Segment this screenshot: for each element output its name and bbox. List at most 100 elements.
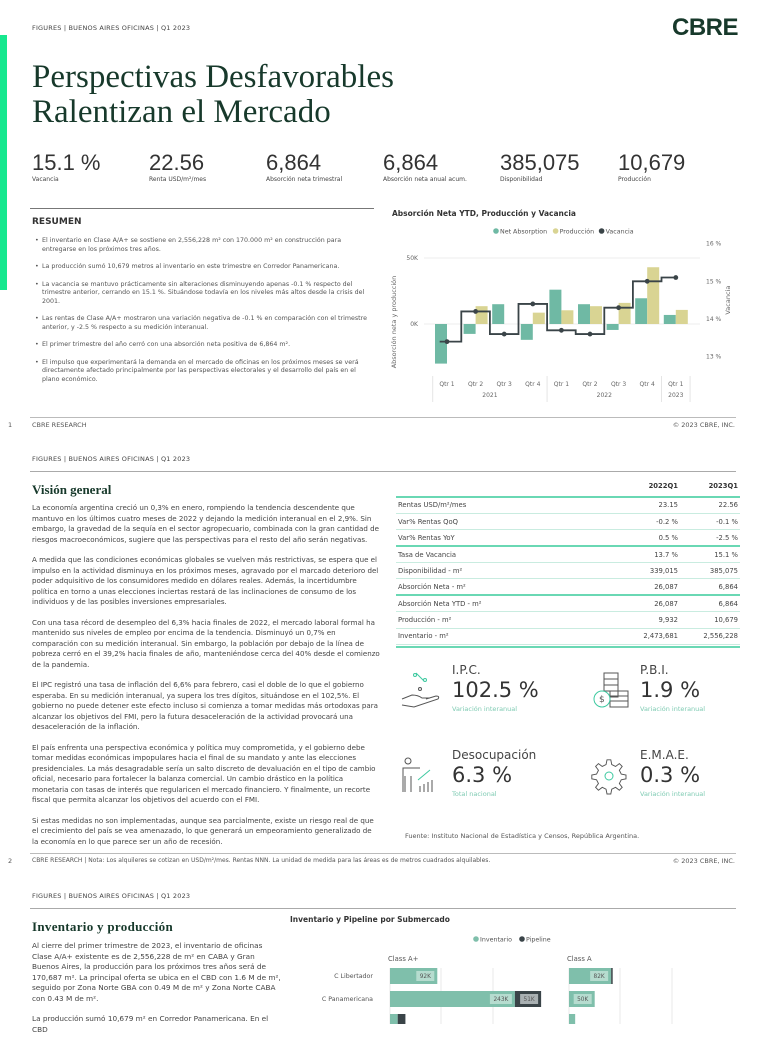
net-absorption-bar — [463, 324, 476, 334]
source-note: Fuente: Instituto Nacional de Estadístic… — [405, 832, 640, 840]
overview-text: La economía argentina creció un 0,3% en … — [32, 503, 380, 857]
legend-swatch — [473, 936, 479, 942]
column-header — [396, 476, 595, 498]
data-label-bg — [489, 994, 512, 1004]
stat-value: 22.56 — [149, 150, 205, 175]
data-label-bg — [520, 994, 539, 1004]
legend-label: Pipeline — [526, 937, 551, 944]
table-cell: 10,679 — [680, 611, 740, 629]
page-header: FIGURES | BUENOS AIRES OFICINAS | Q1 202… — [32, 455, 191, 463]
indicator-card: I.P.C. 102.5 % Variación interanual — [400, 663, 580, 733]
paragraph: Al cierre del primer trimestre de 2023, … — [32, 941, 281, 1003]
x-tick-label: Qtr 4 — [525, 381, 540, 388]
chart2-title: Inventario y Pipeline por Submercado — [290, 915, 450, 924]
indicator-value: 102.5 % — [452, 678, 539, 702]
production-bar — [475, 306, 488, 324]
net-absorption-bar — [606, 324, 619, 330]
paragraph: El IPC registró una tasa de inflación de… — [32, 680, 379, 731]
panel-label: Class A+ — [388, 955, 418, 963]
x-group-label: 2023 — [668, 392, 683, 399]
inventory-text: Al cierre del primer trimestre de 2023, … — [32, 941, 282, 1045]
page-header: FIGURES | BUENOS AIRES OFICINAS | Q1 202… — [32, 892, 191, 900]
x-tick-label: Qtr 4 — [640, 381, 655, 388]
indicator-card: $ P.B.I. 1.9 % Variación interanual — [588, 663, 768, 733]
stat-label: Disponibilidad — [500, 176, 543, 183]
stat-label: Absorción neta anual acum. — [383, 176, 467, 183]
x-tick-label: Qtr 2 — [468, 381, 483, 388]
y-tick-label: 50K — [406, 255, 419, 262]
category-label: C Libertador — [334, 973, 373, 980]
x-tick-label: Qtr 1 — [668, 381, 683, 388]
net-absorption-bar — [520, 324, 533, 340]
stat-item: 15.1 % Vacancia — [32, 150, 101, 183]
y2-tick-label: 16 % — [706, 241, 722, 248]
x-tick-label: Qtr 3 — [611, 381, 626, 388]
stat-value: 10,679 — [618, 150, 686, 175]
page-title: Perspectivas Desfavorables Ralentizan el… — [32, 60, 394, 130]
y2-tick-label: 13 % — [706, 354, 722, 361]
table-row: Absorción Neta YTD - m² 26,087 6,864 — [396, 595, 740, 613]
divider — [30, 908, 736, 909]
absorption-production-vacancy-chart: Net Absorption Producción Vacancia 0K 50K 13 … — [390, 228, 732, 402]
table-header: 2022Q1 2023Q1 — [396, 476, 740, 498]
table-cell: 2,473,681 — [595, 628, 680, 646]
legend-swatch — [493, 228, 499, 234]
stat-item: 6,864 Absorción neta trimestral — [266, 150, 342, 183]
table-cell: 26,087 — [595, 578, 680, 597]
summary-bullets: El inventario en Clase A/A+ se sostiene … — [34, 237, 374, 393]
table-cell: 22.56 — [680, 497, 740, 514]
table-cell: 15.1 % — [680, 546, 740, 564]
table-cell: 385,075 — [680, 562, 740, 580]
kpi-table: 2022Q1 2023Q1 Rentas USD/m²/mes 23.15 22.56 V… — [396, 476, 740, 648]
indicator-subtitle: Variación interanual — [452, 705, 518, 713]
paragraph: Con una tasa récord de desempleo del 6,3… — [32, 617, 380, 669]
footer-rule — [30, 853, 736, 854]
svg-text:$: $ — [599, 695, 605, 705]
production-bar — [532, 312, 545, 324]
table-cell: 6,864 — [680, 595, 740, 613]
table-row: Producción - m² 9,932 10,679 — [396, 611, 740, 629]
cbre-logo: CBRE — [672, 14, 739, 41]
table-cell: Producción - m² — [396, 611, 595, 629]
summary-title: RESUMEN — [32, 217, 82, 227]
legend-label: Producción — [560, 228, 595, 236]
pipeline-bar — [611, 968, 613, 984]
footer-left: CBRE RESEARCH | Nota: Los alquileres se … — [32, 857, 491, 864]
indicator-title: E.M.A.E. — [640, 748, 689, 762]
inventory-bar — [390, 1014, 398, 1024]
indicator-value: 1.9 % — [640, 678, 701, 702]
page-number: 1 — [8, 421, 13, 429]
table-cell: Rentas USD/m²/mes — [396, 497, 595, 514]
category-label: C Panamericana — [322, 996, 373, 1003]
y-tick-label: 0K — [410, 321, 419, 328]
title-line-1: Perspectivas Desfavorables — [32, 59, 394, 95]
production-bar — [561, 310, 574, 324]
stat-label: Vacancia — [32, 176, 59, 183]
footer-left: CBRE RESEARCH — [32, 421, 87, 429]
vacancy-point — [587, 331, 593, 337]
footer-rule — [30, 417, 736, 418]
inventory-bar — [569, 1014, 576, 1024]
x-tick-label: Qtr 2 — [582, 381, 597, 388]
summary-bullet: El inventario en Clase A/A+ se sostiene … — [34, 237, 374, 254]
stat-label: Producción — [618, 176, 651, 183]
data-label-bg — [416, 971, 435, 981]
footer-right: © 2023 CBRE, INC. — [672, 421, 735, 429]
stat-value: 15.1 % — [32, 150, 101, 175]
stat-value: 6,864 — [383, 150, 439, 175]
stat-item: 10,679 Producción — [618, 150, 685, 183]
net-absorption-bar — [663, 314, 676, 324]
table-cell: Absorción Neta YTD - m² — [396, 595, 595, 613]
summary-bullet: El primer trimestre del año cerró con un… — [34, 341, 374, 350]
summary-bullet: El impulso que experimentará la demanda … — [34, 359, 374, 385]
legend-label: Net Absorption — [500, 229, 547, 236]
vacancy-point — [673, 275, 679, 280]
vacancy-point — [644, 278, 650, 284]
summary-bullet: La vacancia se mantuvo prácticamente sin… — [34, 281, 374, 307]
x-tick-label: Qtr 1 — [439, 381, 454, 388]
table-cell: -0.1 % — [680, 513, 740, 531]
paragraph: A medida que las condiciones económicas … — [32, 555, 379, 606]
net-absorption-bar — [492, 304, 505, 324]
stat-value: 385,075 — [500, 150, 580, 175]
column-header: 2023Q1 — [680, 476, 740, 498]
